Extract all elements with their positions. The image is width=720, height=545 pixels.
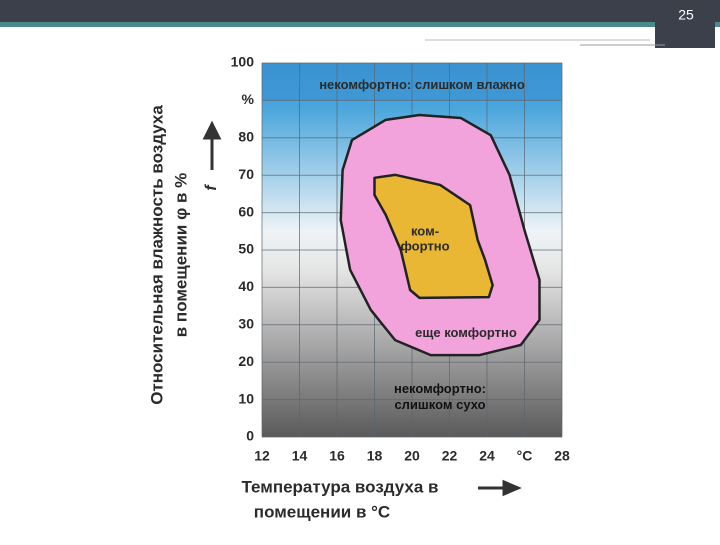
annotation: некомфортно: слишком влажно bbox=[319, 77, 525, 92]
region-label-line: ком- bbox=[411, 224, 439, 239]
y-tick-label: 60 bbox=[238, 203, 254, 219]
y-tick-label: 80 bbox=[238, 129, 254, 145]
y-tick-label: 100 bbox=[231, 54, 255, 70]
x-tick-label: 22 bbox=[442, 448, 458, 464]
region-label: еще комфортно bbox=[415, 325, 517, 340]
y-tick-label: 30 bbox=[238, 316, 254, 332]
y-arrow bbox=[202, 120, 222, 170]
annotation-line: некомфортно: слишком влажно bbox=[319, 77, 525, 92]
y-tick-label: 0 bbox=[246, 428, 254, 444]
x-tick-label: 28 bbox=[554, 448, 570, 464]
slide-number: 25 bbox=[678, 7, 694, 23]
annotation-line: слишком сухо bbox=[394, 397, 485, 412]
x-tick-label: 12 bbox=[254, 448, 270, 464]
y-arrow-label: f bbox=[203, 184, 220, 191]
x-tick-label: °C bbox=[517, 448, 533, 464]
x-axis-label: помещении в °С bbox=[254, 502, 390, 521]
annotation: некомфортно: слишком сухо bbox=[394, 381, 486, 412]
accent-stripe bbox=[0, 22, 720, 27]
x-arrow bbox=[478, 479, 522, 497]
x-tick-label: 18 bbox=[367, 448, 383, 464]
x-axis-label: Температура воздуха в bbox=[241, 477, 438, 496]
annotation-line: некомфортно: bbox=[394, 381, 486, 396]
y-tick-label: 50 bbox=[238, 241, 254, 257]
y-axis-label: Относительная влажность воздуха bbox=[147, 105, 166, 405]
number-tab bbox=[655, 0, 715, 48]
y-tick-label: 20 bbox=[238, 353, 254, 369]
x-tick-label: 16 bbox=[329, 448, 345, 464]
y-axis-label: в помещении φ в % bbox=[171, 173, 190, 338]
plot: 0 10 20 30 40 50 60 70 80% 100 12 14 16 18 20 22 24 °C 28 е… bbox=[147, 54, 570, 522]
comfort-region bbox=[373, 173, 494, 300]
top-bar bbox=[0, 0, 720, 22]
x-tick-label: 20 bbox=[404, 448, 420, 464]
x-tick-label: 24 bbox=[479, 448, 495, 464]
y-tick-label: 40 bbox=[238, 278, 254, 294]
y-tick-label: 70 bbox=[238, 166, 254, 182]
y-tick-label: 10 bbox=[238, 390, 254, 406]
region-label: ком-фортно bbox=[400, 224, 449, 254]
x-tick-label: 14 bbox=[292, 448, 308, 464]
y-tick-label: % bbox=[242, 91, 255, 107]
region-label-line: еще комфортно bbox=[415, 325, 517, 340]
region-label-line: фортно bbox=[400, 239, 449, 254]
